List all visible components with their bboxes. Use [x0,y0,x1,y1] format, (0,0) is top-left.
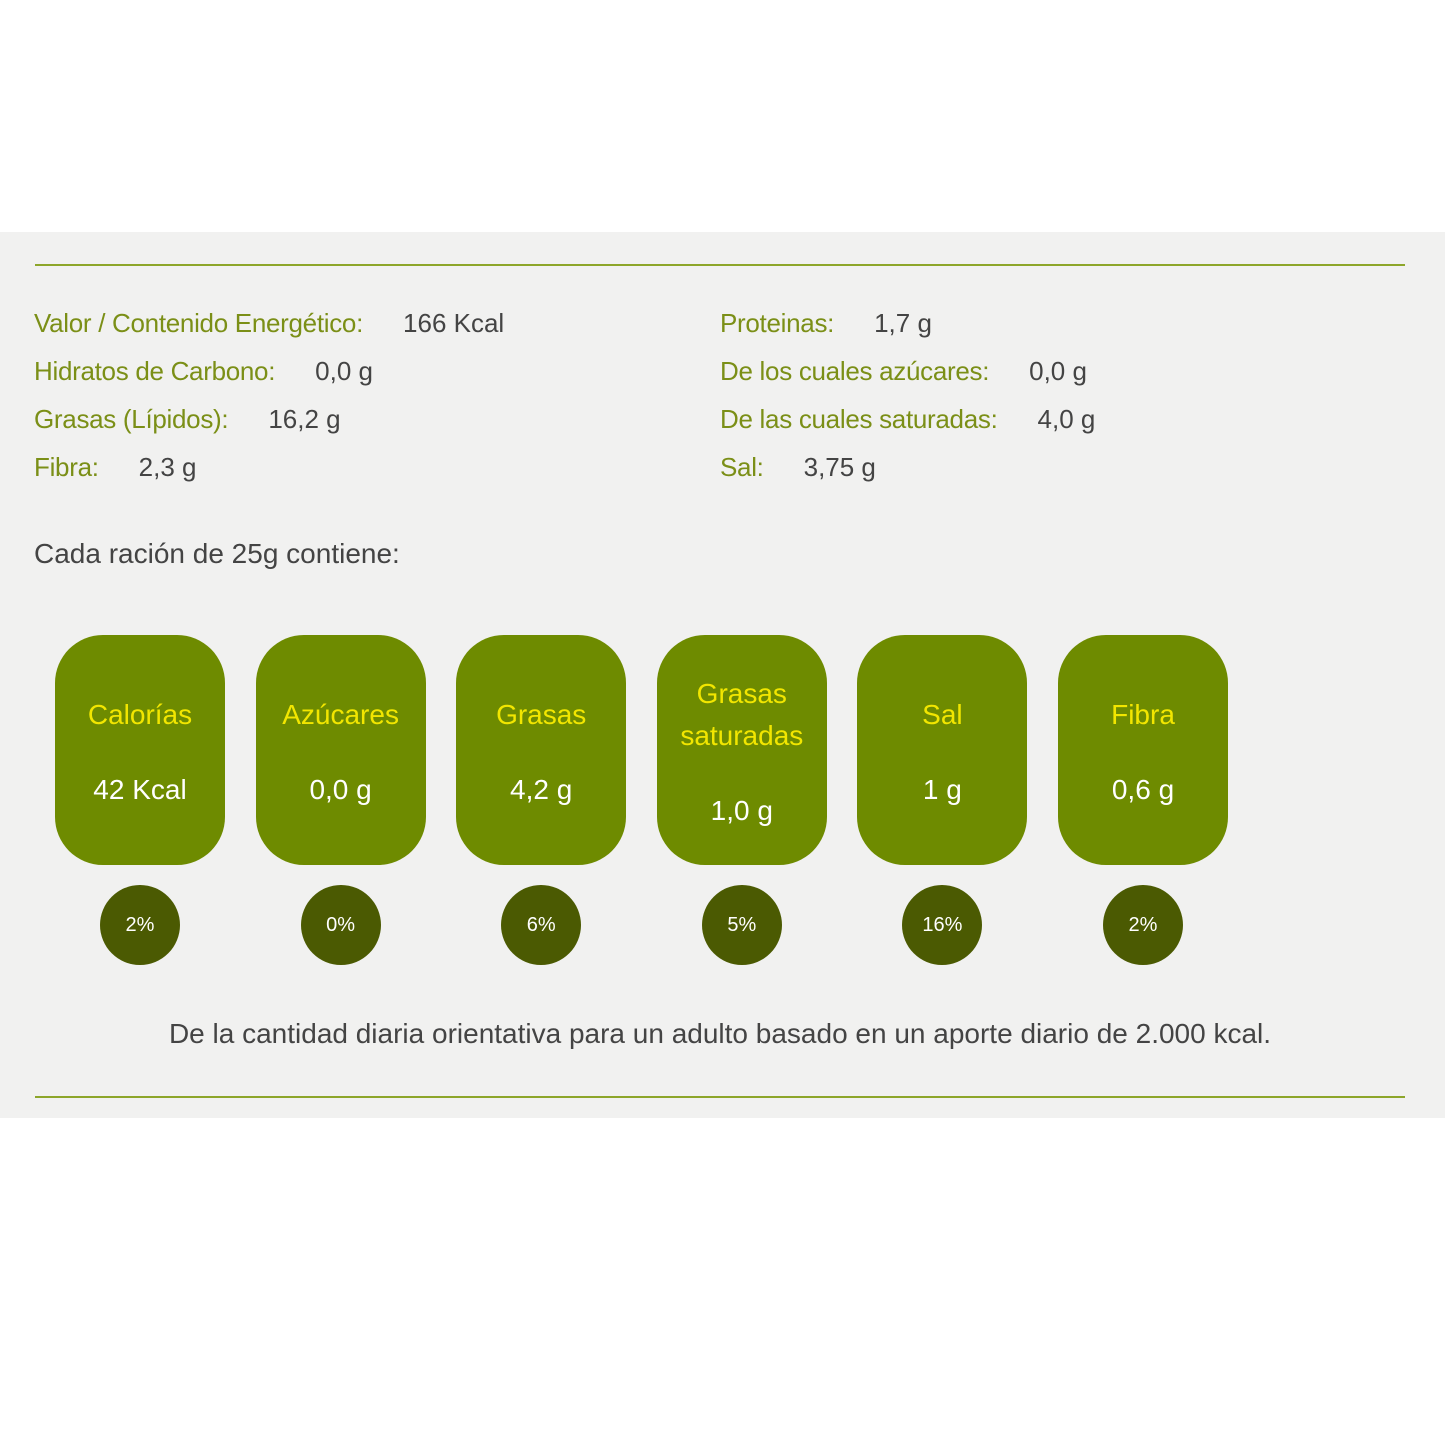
nutrient-value: 3,75 g [803,452,876,482]
badge-value: 0,0 g [309,774,372,805]
badge-name: Calorías [87,699,193,730]
badge-value: 42 Kcal [93,774,187,805]
nutrient-value: 0,0 g [315,356,373,386]
badge-name: Grasas saturadas [680,678,804,751]
badge-value: 1,0 g [710,795,773,826]
badge-value: 1 g [922,774,962,805]
nutrient-badge: Azúcares 0,0 g [255,635,426,865]
badge-name: Azúcares [282,699,399,730]
badge-name: Grasas [496,699,587,730]
nutrient-row: Grasas (Lípidos): 16,2 g [34,399,504,447]
percent-circle: 5% [701,885,782,965]
serving-note: Cada ración de 25g contiene: [34,538,400,569]
percent-circle: 16% [902,885,983,965]
nutrient-row: Fibra: 2,3 g [34,447,504,495]
left-column: Valor / Contenido Energético: 166 Kcal Hid… [34,303,504,495]
badge-value: 4,2 g [510,774,573,805]
top-rule [35,264,1405,266]
nutrient-value: 4,0 g [1037,404,1096,434]
nutrient-value: 166 Kcal [403,308,505,338]
nutrient-badge: Fibra 0,6 g [1058,635,1228,865]
footnote: De la cantidad diaria orientativa para u… [168,1018,1272,1049]
nutrient-label: Fibra: [34,452,99,482]
nutrient-row: De las cuales saturadas: 4,0 g [720,399,1095,447]
nutrient-row: Sal: 3,75 g [720,447,1095,495]
nutrient-badge: Grasas saturadas 1,0 g [656,635,827,865]
percent-circle: 2% [1103,885,1183,965]
nutrient-row: Valor / Contenido Energético: 166 Kcal [34,303,504,351]
badge-name: Fibra [1111,699,1175,730]
nutrient-label: De las cuales saturadas: [720,404,998,434]
nutrient-label: Hidratos de Carbono: [34,356,276,386]
nutrient-label: Grasas (Lípidos): [34,404,229,434]
nutrient-label: Sal: [720,452,764,482]
nutrient-label: Valor / Contenido Energético: [34,308,364,338]
nutrient-value: 16,2 g [268,404,341,434]
nutrient-row: De los cuales azúcares: 0,0 g [720,351,1095,399]
percent-circle: 6% [501,885,582,965]
nutrient-badge: Grasas 4,2 g [456,635,627,865]
nutrient-label: De los cuales azúcares: [720,356,990,386]
nutrient-value: 2,3 g [138,452,197,482]
right-column: Proteinas: 1,7 g De los cuales azúcares: 0,… [720,303,1095,495]
badge-value: 0,6 g [1111,774,1175,805]
nutrient-row: Hidratos de Carbono: 0,0 g [34,351,504,399]
nutrient-value: 1,7 g [874,308,932,338]
percent-circle: 2% [100,885,180,965]
bottom-rule [35,1096,1405,1098]
nutrient-row: Proteinas: 1,7 g [720,303,1095,351]
badge-name: Sal [922,699,963,730]
nutrient-badge: Sal 1 g [857,635,1028,865]
nutrient-badge: Calorías 42 Kcal [55,635,225,865]
percent-circle: 0% [300,885,381,965]
nutrient-value: 0,0 g [1029,356,1087,386]
nutrient-label: Proteinas: [720,308,835,338]
